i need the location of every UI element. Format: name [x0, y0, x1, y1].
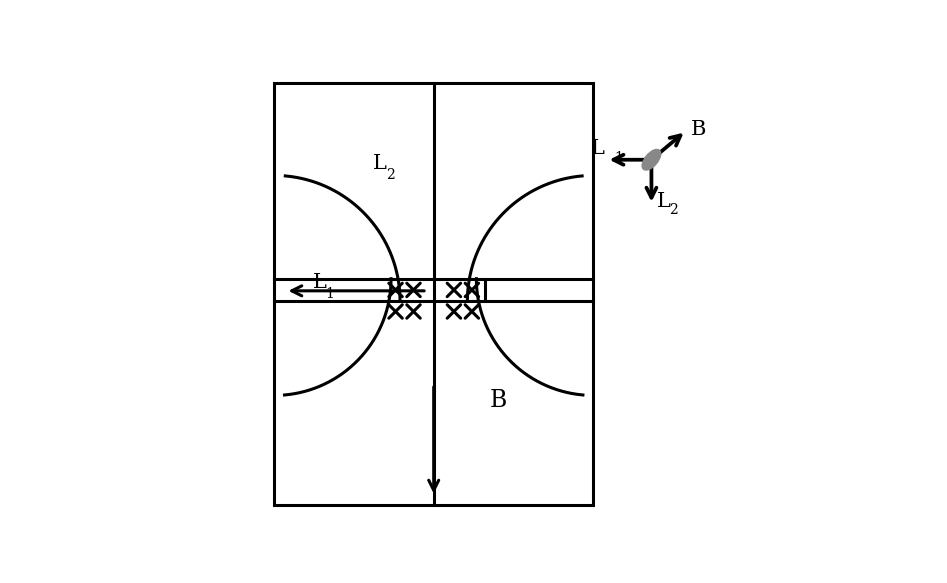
Ellipse shape [642, 149, 661, 170]
Text: L: L [590, 139, 604, 159]
Text: B: B [490, 389, 508, 412]
Text: 1: 1 [325, 287, 334, 301]
Text: L: L [313, 273, 327, 292]
Text: 2: 2 [670, 203, 678, 217]
Text: 1: 1 [615, 151, 623, 165]
Text: 2: 2 [385, 167, 395, 181]
Text: L: L [373, 154, 387, 173]
Text: B: B [691, 120, 706, 139]
Text: L: L [657, 192, 670, 211]
Bar [275, 83, 593, 505]
